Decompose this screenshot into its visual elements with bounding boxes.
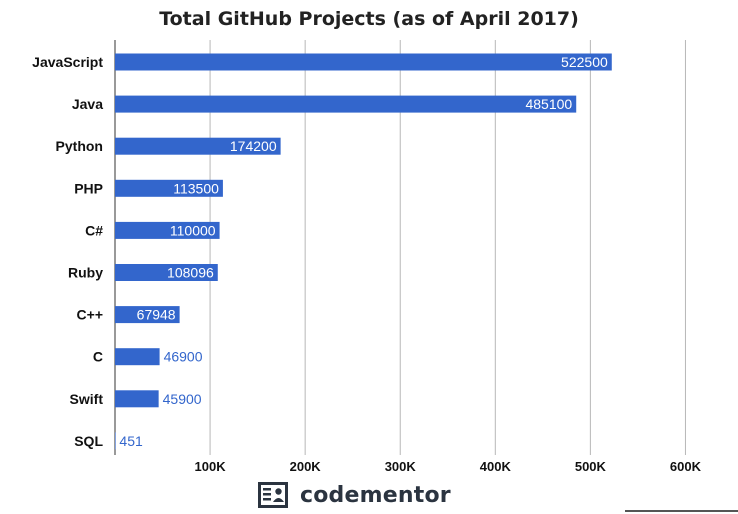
bar — [115, 390, 159, 408]
data-label: 174200 — [230, 138, 277, 154]
bar — [115, 306, 180, 324]
bar — [115, 221, 220, 239]
x-tick-label: 600K — [670, 459, 702, 474]
bar — [115, 179, 223, 197]
category-label: PHP — [74, 180, 103, 196]
category-label: Ruby — [68, 265, 103, 281]
gridlines — [209, 40, 686, 455]
category-label: Swift — [70, 391, 104, 407]
bar — [115, 95, 577, 113]
codementor-logo: codementor — [258, 480, 451, 510]
codementor-logo-icon — [258, 482, 288, 508]
x-tick-label: 400K — [480, 459, 512, 474]
data-label: 485100 — [525, 96, 572, 112]
bar — [115, 53, 612, 71]
x-tick-label: 300K — [385, 459, 417, 474]
category-label: Python — [56, 138, 103, 154]
bar-chart: 100K 200K 300K 400K 500K 600K JavaScript 52250… — [32, 40, 702, 474]
bar — [115, 137, 281, 155]
category-label: C# — [85, 222, 103, 238]
category-label: C — [93, 349, 103, 365]
divider — [625, 510, 738, 512]
codementor-wordmark: codementor — [300, 482, 451, 508]
category-label: Java — [72, 96, 103, 112]
x-tick-label: 100K — [195, 459, 227, 474]
category-label: C++ — [77, 307, 103, 323]
category-label: SQL — [74, 433, 103, 449]
axis: 100K 200K 300K 400K 500K 600K — [114, 40, 702, 474]
x-tick-label: 500K — [575, 459, 607, 474]
data-label: 522500 — [561, 54, 608, 70]
category-label: JavaScript — [32, 54, 103, 70]
data-label: 46900 — [164, 349, 203, 365]
data-label: 451 — [119, 433, 143, 449]
data-label: 110000 — [170, 222, 216, 238]
bars — [115, 53, 612, 450]
data-label: 67948 — [137, 307, 176, 323]
bar — [115, 264, 218, 281]
labels: JavaScript 522500 Java 485100 Python 174200 PH… — [32, 54, 608, 449]
bar — [115, 348, 160, 366]
x-tick-label: 200K — [290, 459, 322, 474]
chart-title: Total GitHub Projects (as of April 2017) — [159, 8, 579, 30]
data-label: 108096 — [167, 265, 214, 281]
data-label: 45900 — [163, 391, 202, 407]
bar — [115, 432, 116, 450]
data-label: 113500 — [173, 180, 219, 196]
